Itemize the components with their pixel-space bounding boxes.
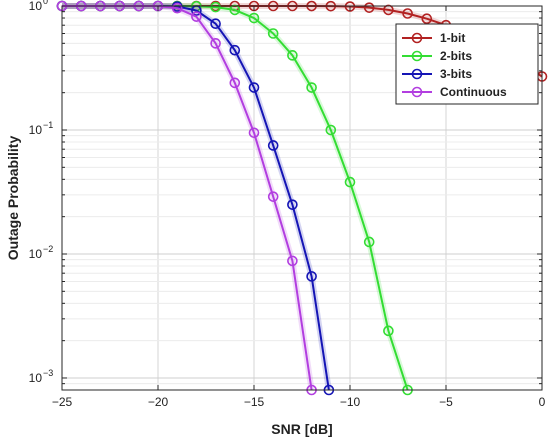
data-point — [287, 255, 298, 267]
data-point — [383, 4, 394, 16]
data-point — [248, 82, 260, 93]
y-tick-exponent: −1 — [43, 120, 53, 130]
data-point — [248, 12, 260, 24]
legend-label: 3-bits — [440, 67, 472, 81]
legend-marker — [411, 32, 423, 44]
y-tick-exponent: −2 — [43, 244, 53, 254]
x-tick-label: −15 — [244, 395, 265, 409]
legend-marker — [411, 50, 423, 62]
legend-label: 1-bit — [440, 31, 465, 45]
legend-marker — [411, 86, 423, 98]
data-point — [363, 236, 375, 248]
data-point — [363, 2, 375, 13]
data-point — [344, 1, 356, 12]
legend: 1-bit 2-bits 3-bits Continuous — [395, 23, 539, 105]
data-point — [344, 176, 356, 188]
y-tick-exponent: 0 — [43, 0, 48, 6]
data-point — [229, 44, 241, 56]
y-tick-exponent: −3 — [43, 368, 53, 378]
x-tick-label: −25 — [52, 395, 73, 409]
y-tick-label: 10 — [29, 371, 43, 385]
legend-marker — [411, 68, 423, 80]
y-axis-label: Outage Probability — [5, 136, 21, 261]
data-point — [287, 199, 298, 210]
data-point — [248, 127, 260, 139]
data-point — [229, 77, 241, 89]
data-point — [306, 82, 317, 93]
y-tick-label: 10 — [29, 123, 43, 137]
legend-label: 2-bits — [440, 49, 472, 63]
data-point — [171, 2, 183, 14]
x-axis-label: SNR [dB] — [271, 421, 332, 437]
legend-label: Continuous — [440, 85, 507, 99]
x-tick-label: −10 — [340, 395, 361, 409]
y-tick-label: 10 — [29, 247, 43, 261]
y-tick-label: 10 — [29, 0, 43, 13]
x-tick-label: −20 — [148, 395, 169, 409]
data-point — [325, 124, 337, 136]
data-point — [287, 50, 298, 61]
data-point — [421, 13, 433, 24]
data-point — [402, 8, 413, 19]
data-point — [267, 140, 279, 151]
data-point — [306, 271, 317, 282]
x-tick-label: 0 — [539, 395, 546, 409]
data-point — [267, 28, 279, 39]
data-point — [210, 18, 221, 29]
data-point — [229, 4, 241, 16]
data-point — [267, 191, 279, 202]
data-point — [210, 38, 221, 49]
plot-frame — [61, 5, 543, 391]
data-point — [191, 11, 202, 22]
data-point — [210, 1, 221, 13]
data-point — [383, 325, 394, 337]
x-tick-label: −5 — [439, 395, 453, 409]
